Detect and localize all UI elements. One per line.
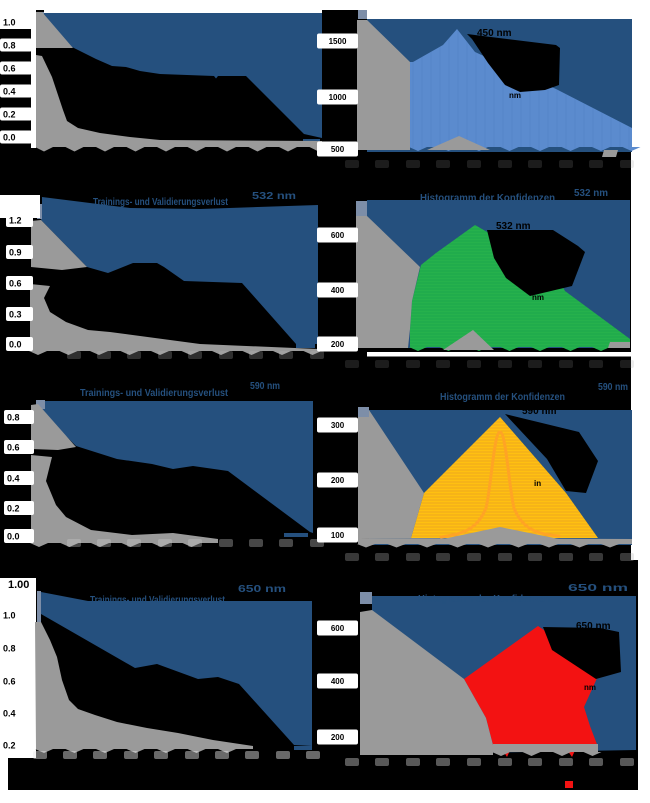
svg-text:0.4: 0.4 [3,709,16,719]
svg-text:1000: 1000 [329,93,347,102]
svg-text:0.6: 0.6 [7,443,20,453]
svg-text:1.0: 1.0 [3,611,16,621]
svg-text:532 nm: 532 nm [574,188,608,199]
svg-text:0.0: 0.0 [3,133,16,143]
svg-text:0.8: 0.8 [3,41,16,51]
svg-text:450 nm: 450 nm [477,28,512,39]
svg-text:0.9: 0.9 [9,248,22,258]
svg-text:532 nm: 532 nm [252,191,296,202]
svg-text:Histogramm der Konfidenzen: Histogramm der Konfidenzen [420,193,555,204]
svg-text:Histogramm der Konfidenzen: Histogramm der Konfidenzen [418,594,550,605]
svg-text:600: 600 [331,231,345,240]
svg-text:Trainings- und Validierungsver: Trainings- und Validierungsverlust [90,595,226,606]
svg-text:200: 200 [331,476,345,485]
svg-text:0.0: 0.0 [7,532,20,542]
svg-text:0.0: 0.0 [9,340,22,350]
svg-text:500: 500 [331,145,345,154]
svg-text:590 nm: 590 nm [598,382,628,393]
svg-text:1500: 1500 [329,37,347,46]
svg-text:590 nm: 590 nm [250,381,280,392]
svg-text:Trainings- und Validierungsver: Trainings- und Validierungsverlust [80,388,229,399]
svg-text:100: 100 [331,531,345,540]
svg-text:0.4: 0.4 [3,87,16,97]
svg-text:1.00: 1.00 [8,579,29,591]
svg-text:200: 200 [331,340,345,349]
svg-text:nm: nm [532,293,544,302]
svg-text:0.6: 0.6 [9,279,22,289]
svg-text:650 nm: 650 nm [238,584,286,595]
svg-text:Trainings- und Validierungsver: Trainings- und Validierungsverlust [93,197,229,208]
svg-text:400: 400 [331,677,345,686]
svg-text:650 nm: 650 nm [568,583,628,594]
svg-text:0.2: 0.2 [3,110,16,120]
svg-text:0.2: 0.2 [7,504,20,514]
svg-text:590 nm: 590 nm [522,406,557,417]
svg-text:0.2: 0.2 [3,741,16,751]
svg-text:1.0: 1.0 [3,18,16,28]
svg-text:nm: nm [584,683,596,692]
svg-text:200: 200 [331,733,345,742]
svg-text:0.4: 0.4 [7,474,20,484]
svg-text:600: 600 [331,624,345,633]
svg-text:0.8: 0.8 [3,644,16,654]
svg-text:400: 400 [331,286,345,295]
svg-text:1.2: 1.2 [9,216,22,226]
svg-text:in: in [534,479,541,488]
svg-text:0.6: 0.6 [3,677,16,687]
svg-text:532 nm: 532 nm [496,221,531,232]
svg-text:0.8: 0.8 [7,413,20,423]
svg-text:nm: nm [509,91,521,100]
svg-text:0.3: 0.3 [9,310,22,320]
svg-text:650 nm: 650 nm [576,621,611,632]
svg-text:300: 300 [331,421,345,430]
svg-text:0.6: 0.6 [3,64,16,74]
svg-text:Histogramm der Konfidenzen: Histogramm der Konfidenzen [440,392,565,403]
